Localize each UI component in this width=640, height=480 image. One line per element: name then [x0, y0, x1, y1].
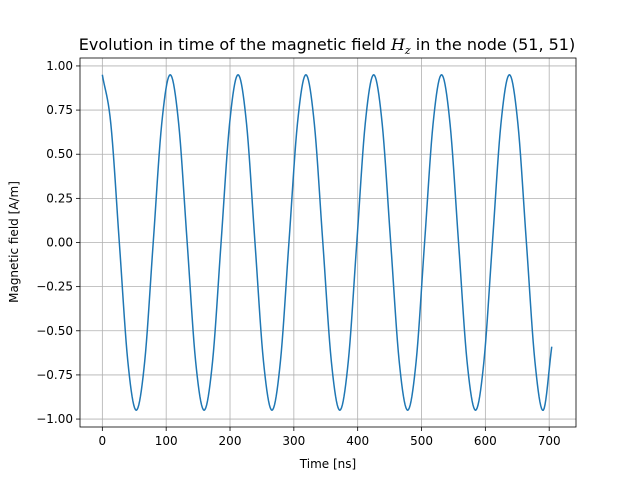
chart-title: Evolution in time of the magnetic field …: [79, 35, 575, 57]
y-tick-label: −1.00: [36, 412, 73, 426]
y-axis-label: Magnetic field [A/m]: [7, 181, 21, 303]
y-tick-label: −0.25: [36, 280, 73, 294]
y-tick-label: −0.50: [36, 324, 73, 338]
x-tick-label: 200: [219, 434, 242, 448]
x-axis-label: Time [ns]: [299, 457, 356, 471]
x-tick-label: 600: [474, 434, 497, 448]
y-axis: −1.00 −0.75 −0.50 −0.25 0.00 0.25 0.50 0.75 1.00: [36, 59, 80, 426]
series-line: [101, 74, 553, 411]
plot-area: [101, 74, 553, 411]
chart-title-symbol: H: [390, 35, 406, 54]
x-tick-label: 500: [410, 434, 433, 448]
chart-title-prefix: Evolution in time of the magnetic field: [79, 35, 391, 54]
chart-title-suffix: in the node (51, 51): [411, 35, 576, 54]
x-tick-label: 0: [99, 434, 107, 448]
chart-title-subscript: z: [404, 44, 411, 57]
x-tick-label: 300: [282, 434, 305, 448]
x-tick-label: 100: [155, 434, 178, 448]
y-tick-label: 0.50: [46, 147, 73, 161]
x-axis: 0 100 200 300 400 500 600 700: [99, 427, 561, 448]
y-tick-label: −0.75: [36, 368, 73, 382]
y-tick-label: 0.75: [46, 103, 73, 117]
x-tick-label: 700: [538, 434, 561, 448]
y-tick-label: 1.00: [46, 59, 73, 73]
x-tick-label: 400: [346, 434, 369, 448]
y-tick-label: 0.00: [46, 236, 73, 250]
y-tick-label: 0.25: [46, 191, 73, 205]
